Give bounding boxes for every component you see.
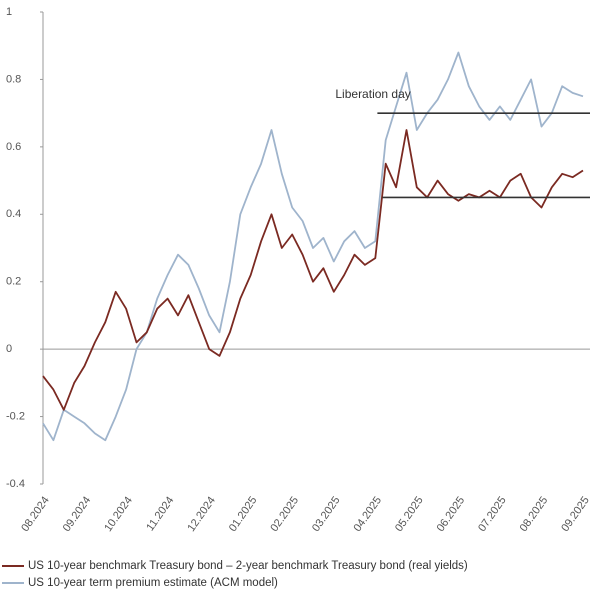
y-tick-label: 0.2 [6, 276, 21, 288]
legend: US 10-year benchmark Treasury bond – 2-y… [2, 560, 468, 589]
y-tick-label: -0.2 [6, 410, 25, 422]
x-tick-label: 10.2024 [102, 495, 135, 534]
x-tick-label: 06.2025 [435, 495, 468, 534]
legend-label: US 10-year term premium estimate (ACM mo… [28, 577, 278, 589]
series-line [42, 51, 584, 442]
x-tick-label: 05.2025 [393, 495, 426, 534]
x-tick-label: 08.2025 [518, 495, 551, 534]
x-tick-label: 09.2025 [559, 495, 592, 534]
series-line [42, 129, 584, 411]
x-tick-label: 07.2025 [476, 495, 509, 534]
y-tick-label: 0 [6, 343, 12, 355]
x-tick-label: 03.2025 [310, 495, 343, 534]
x-tick-label: 08.2024 [19, 495, 52, 534]
x-tick-label: 01.2025 [227, 495, 260, 534]
y-tick-label: 0.8 [6, 73, 21, 85]
x-tick-label: 04.2025 [352, 495, 385, 534]
x-tick-label: 12.2024 [185, 495, 218, 534]
y-tick-label: 1 [6, 6, 12, 18]
y-tick-label: 0.4 [6, 208, 21, 220]
x-tick-label: 11.2024 [144, 495, 176, 534]
annotation: Liberation day [335, 87, 410, 101]
x-tick-label: 02.2025 [268, 495, 301, 534]
x-tick-label: 09.2024 [61, 495, 94, 534]
legend-label: US 10-year benchmark Treasury bond – 2-y… [28, 560, 468, 572]
y-tick-label: 0.6 [6, 141, 21, 153]
y-tick-label: -0.4 [6, 478, 25, 490]
